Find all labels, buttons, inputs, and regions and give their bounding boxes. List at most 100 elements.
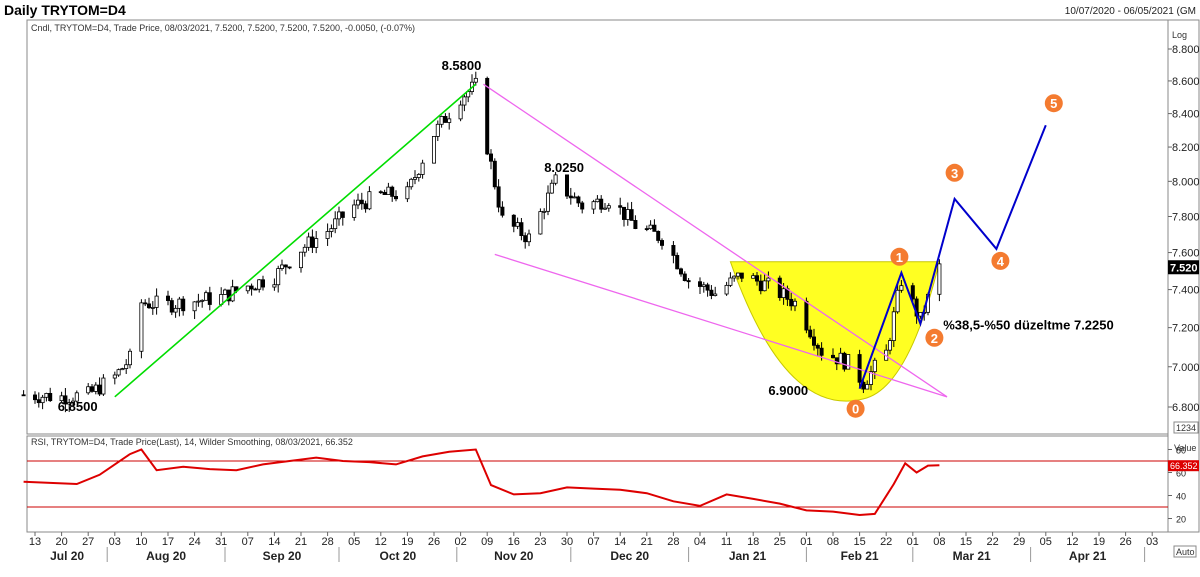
month-label: Oct 20 [380, 549, 417, 563]
rsi-legend: RSI, TRYTOM=D4, Trade Price(Last), 14, W… [31, 437, 353, 447]
wave-badge-2: 2 [925, 328, 944, 347]
x-tick-label: 31 [215, 536, 227, 548]
price-tick-label: 7.400 [1172, 285, 1200, 297]
auto-button[interactable]: Auto [1173, 545, 1197, 558]
candle [200, 299, 205, 308]
candle [405, 181, 410, 203]
candle-body [910, 285, 915, 300]
candle-body [515, 222, 520, 227]
candle-body [405, 186, 410, 200]
x-tick-label: 24 [188, 536, 200, 548]
candle [686, 277, 691, 289]
candle [500, 201, 505, 218]
candle [447, 112, 452, 130]
candle [648, 220, 653, 230]
candle-body [359, 199, 364, 205]
candle [732, 275, 737, 282]
candle [488, 149, 493, 170]
candle-body [283, 264, 288, 268]
candle-body [511, 214, 516, 227]
candle [21, 390, 26, 397]
candle [766, 271, 771, 289]
x-tick-label: 01 [800, 536, 812, 548]
candle [143, 299, 148, 307]
candle-body [709, 289, 714, 296]
x-tick-label: 21 [295, 536, 307, 548]
uptrend-line [114, 83, 477, 398]
candle-body [314, 238, 319, 248]
candle [492, 158, 497, 190]
candle [435, 120, 440, 142]
candle-body [660, 240, 665, 246]
x-tick-label: 07 [587, 536, 599, 548]
candle [603, 202, 608, 210]
candle-body [834, 357, 839, 365]
price-annotations: 8.5800 8.0250 6.8500 6.9000 %38,5-%50 düzelt… [58, 58, 1114, 414]
candle-body [701, 284, 706, 287]
candle [279, 259, 284, 271]
candle [739, 272, 744, 283]
candle [97, 377, 102, 397]
channel-lower-line [494, 253, 948, 398]
x-tick-label: 15 [853, 536, 865, 548]
candle-body [276, 268, 281, 286]
price-annotation: 6.8500 [58, 399, 98, 414]
candles [21, 71, 942, 413]
candle [253, 287, 258, 291]
candle-body [888, 340, 893, 351]
candle-body [146, 303, 151, 309]
x-tick-label: 10 [135, 536, 147, 548]
x-tick-label: 29 [1013, 536, 1025, 548]
candle-body [435, 123, 440, 137]
candle [469, 74, 474, 95]
x-tick-label: 25 [774, 536, 786, 548]
candle-body [302, 246, 307, 253]
candle [842, 351, 847, 372]
price-tick-label: 7.800 [1172, 211, 1200, 223]
candle [287, 266, 292, 270]
candle [181, 296, 186, 316]
wave-badge-circle [1044, 94, 1063, 113]
candle [222, 288, 227, 295]
wave-path [858, 124, 1047, 390]
candle-body [899, 285, 904, 291]
candle [473, 71, 478, 86]
candle [462, 94, 467, 112]
candle [671, 241, 676, 264]
candle [652, 219, 657, 232]
x-tick-label: 21 [641, 536, 653, 548]
candle-body [755, 275, 760, 282]
price-y-axis: 8.800 8.600 8.400 8.200 8.000 7.800 7.600 7.400… [1168, 44, 1200, 414]
candle [74, 390, 79, 403]
candle-body [686, 280, 691, 283]
candle [382, 189, 387, 195]
candle-body [815, 344, 820, 349]
x-tick-label: 30 [561, 536, 573, 548]
date-range: 10/07/2020 - 06/05/2021 (GM [1064, 6, 1196, 17]
candle [276, 265, 281, 293]
candle [595, 195, 600, 203]
month-label: Jan 21 [729, 549, 767, 563]
candle [789, 292, 794, 311]
x-tick-label: 18 [747, 536, 759, 548]
price-tick-label: 8.800 [1172, 44, 1200, 56]
candle-body [420, 162, 425, 175]
candle-body [260, 279, 265, 288]
candle [93, 382, 98, 395]
candle-body [367, 191, 372, 210]
candle-body [648, 224, 653, 230]
wave-badge-circle [991, 251, 1010, 270]
wave-badge-5: 5 [1044, 94, 1063, 113]
candle [762, 274, 767, 292]
candle-body [393, 195, 398, 200]
candle [682, 271, 687, 282]
candle-body [698, 281, 703, 287]
candle-body [728, 277, 733, 286]
candle-body [378, 191, 383, 194]
candle [485, 76, 490, 156]
candle [71, 397, 76, 408]
candle [701, 281, 706, 293]
candle [86, 383, 91, 395]
candle [846, 354, 851, 370]
